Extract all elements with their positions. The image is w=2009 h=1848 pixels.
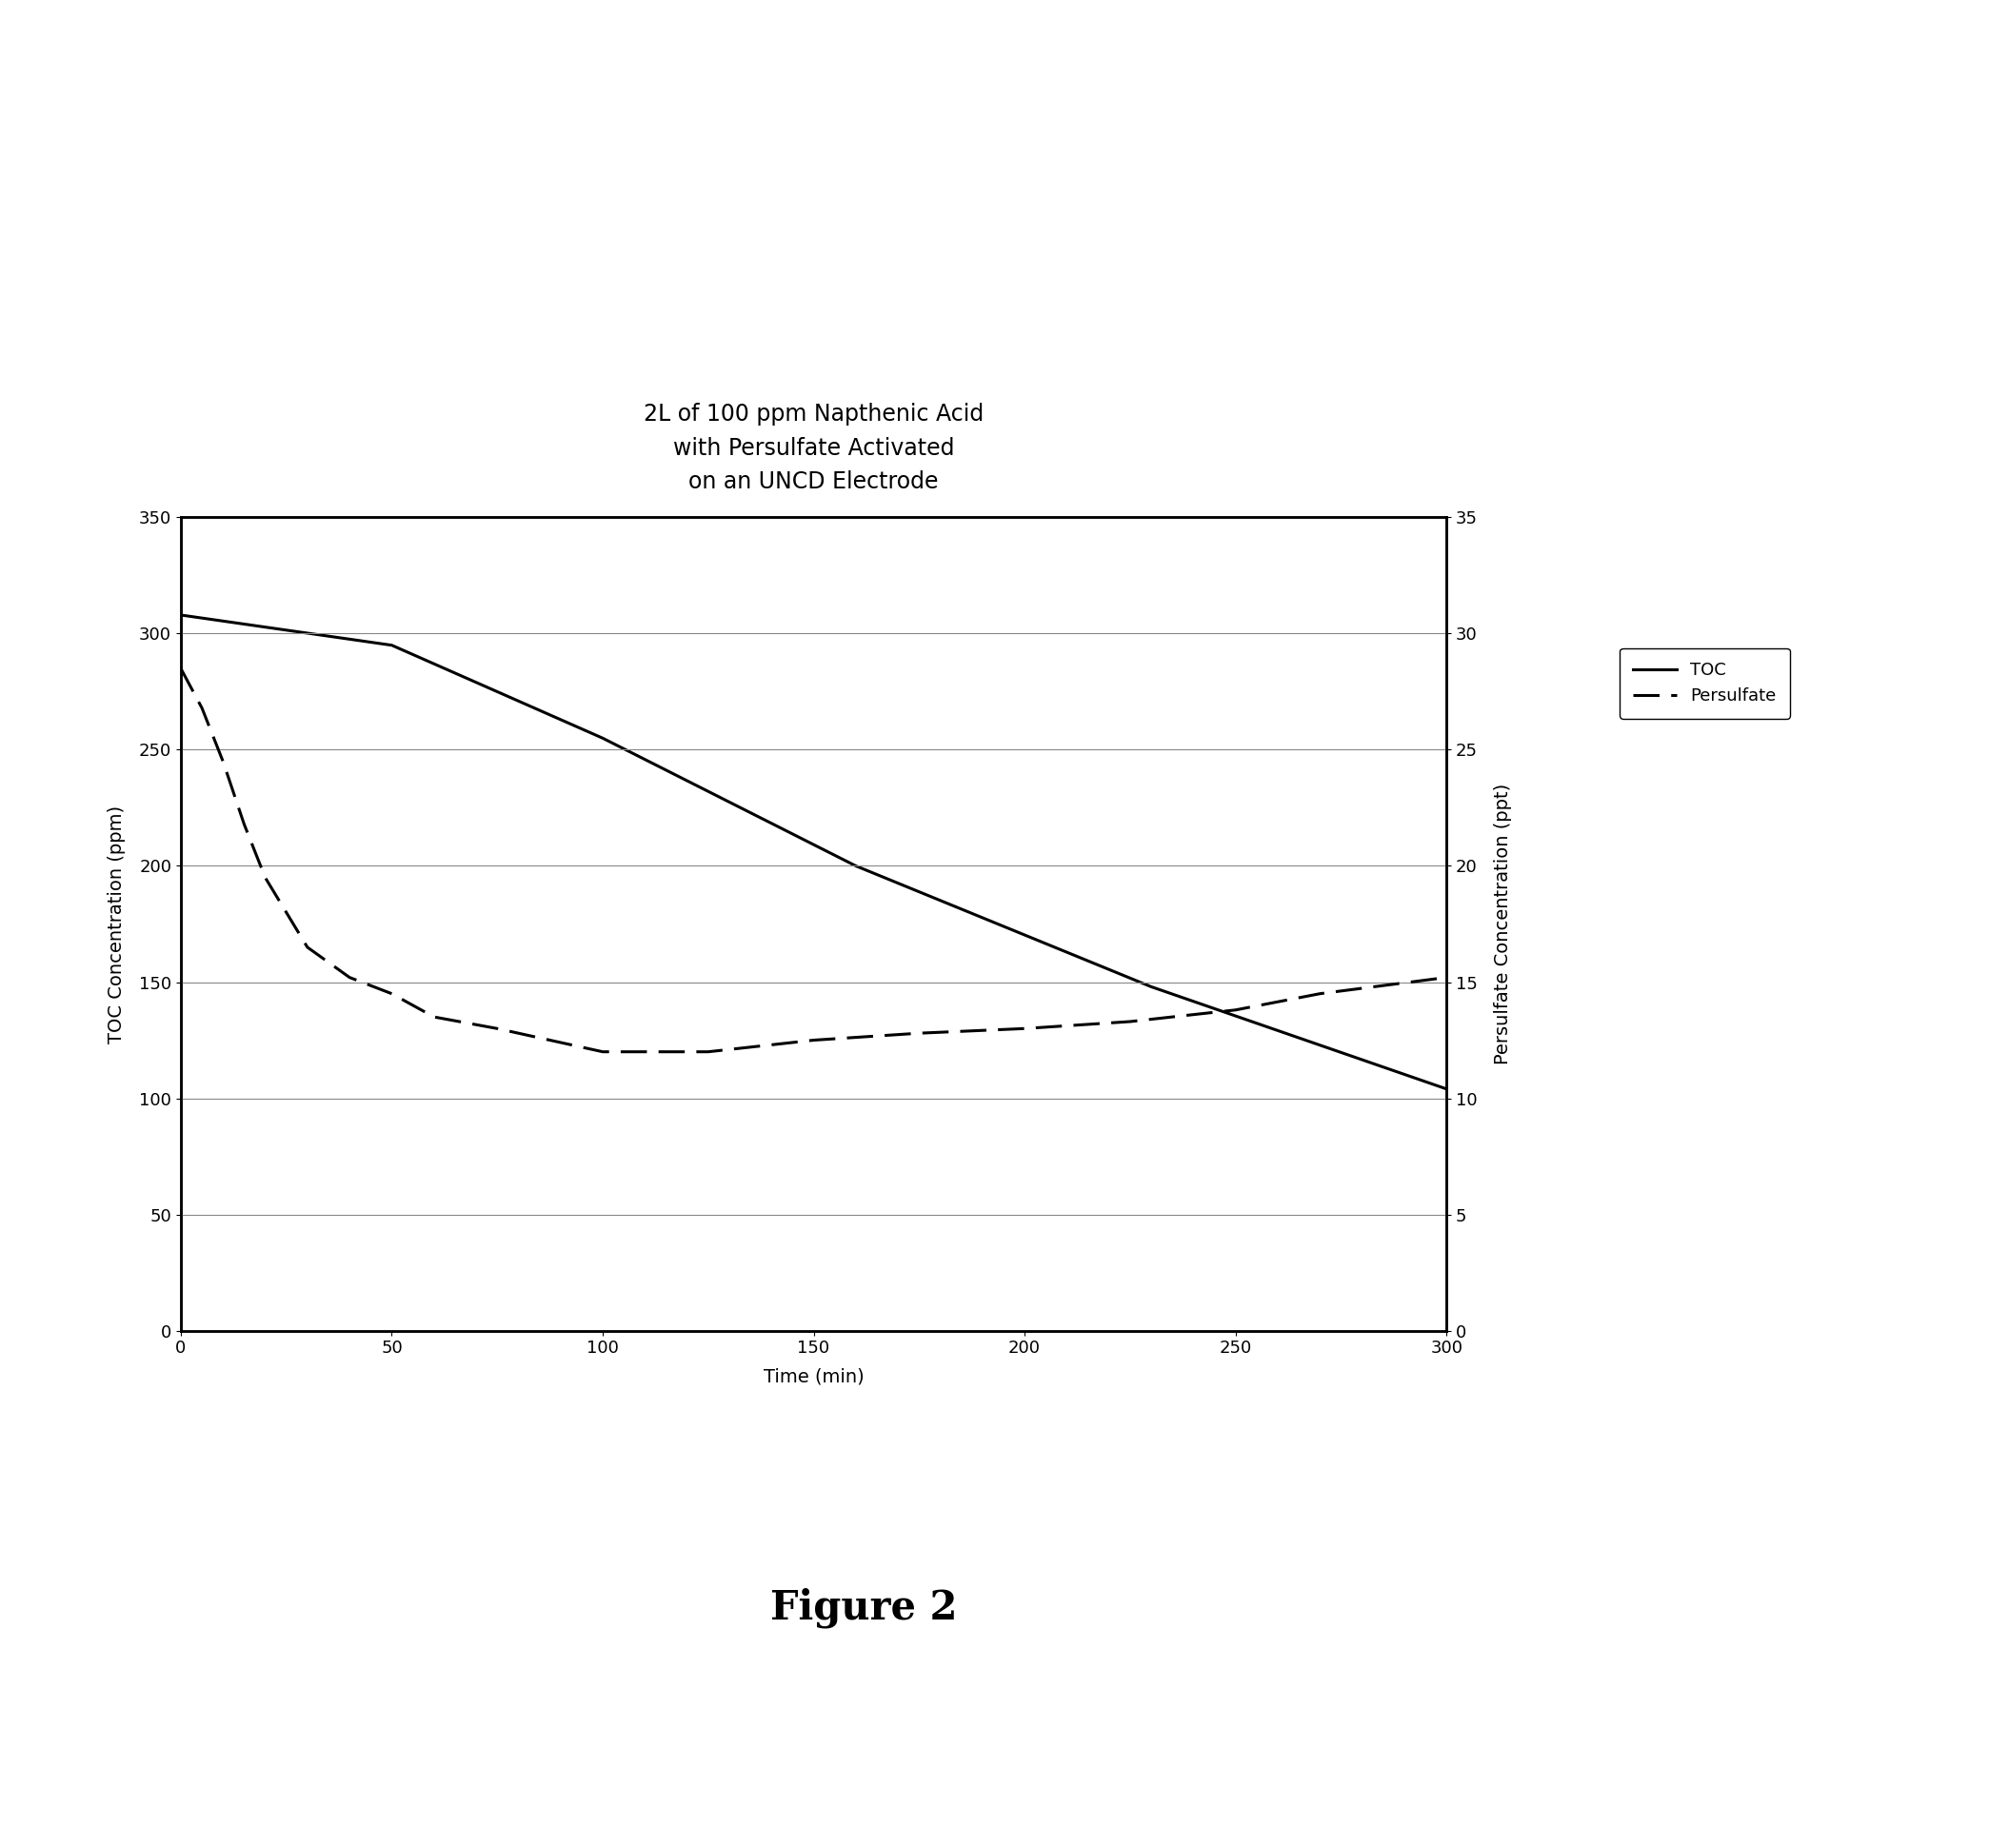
Persulfate — [591, 1040, 615, 1063]
Persulfate — [1434, 967, 1459, 989]
TOC — [380, 634, 404, 656]
Persulfate — [253, 867, 277, 889]
Persulfate — [695, 1040, 719, 1063]
Persulfate — [1013, 1018, 1037, 1040]
Line: TOC: TOC — [181, 615, 1446, 1088]
TOC — [1139, 976, 1163, 998]
Persulfate — [189, 697, 215, 719]
TOC — [169, 604, 193, 626]
Y-axis label: TOC Concentration (ppm): TOC Concentration (ppm) — [108, 806, 127, 1042]
Legend: TOC, Persulfate: TOC, Persulfate — [1619, 649, 1790, 719]
TOC — [1434, 1077, 1459, 1100]
Text: Figure 2: Figure 2 — [769, 1587, 958, 1628]
Persulfate — [906, 1022, 930, 1044]
Persulfate — [169, 658, 193, 680]
Persulfate — [1117, 1011, 1141, 1033]
Title: 2L of 100 ppm Napthenic Acid
with Persulfate Activated
on an UNCD Electrode: 2L of 100 ppm Napthenic Acid with Persul… — [643, 403, 984, 493]
Persulfate — [486, 1018, 510, 1040]
Line: Persulfate: Persulfate — [181, 669, 1446, 1052]
Persulfate — [211, 750, 235, 772]
TOC — [844, 856, 868, 878]
Y-axis label: Persulfate Concentration (ppt): Persulfate Concentration (ppt) — [1493, 784, 1511, 1064]
Persulfate — [338, 967, 362, 989]
TOC — [591, 726, 615, 748]
Persulfate — [802, 1029, 826, 1052]
Persulfate — [380, 983, 404, 1005]
Persulfate — [422, 1005, 446, 1027]
Persulfate — [295, 937, 319, 959]
Persulfate — [1223, 1000, 1248, 1022]
Persulfate — [1308, 983, 1332, 1005]
X-axis label: Time (min): Time (min) — [763, 1368, 864, 1386]
Persulfate — [233, 813, 257, 835]
